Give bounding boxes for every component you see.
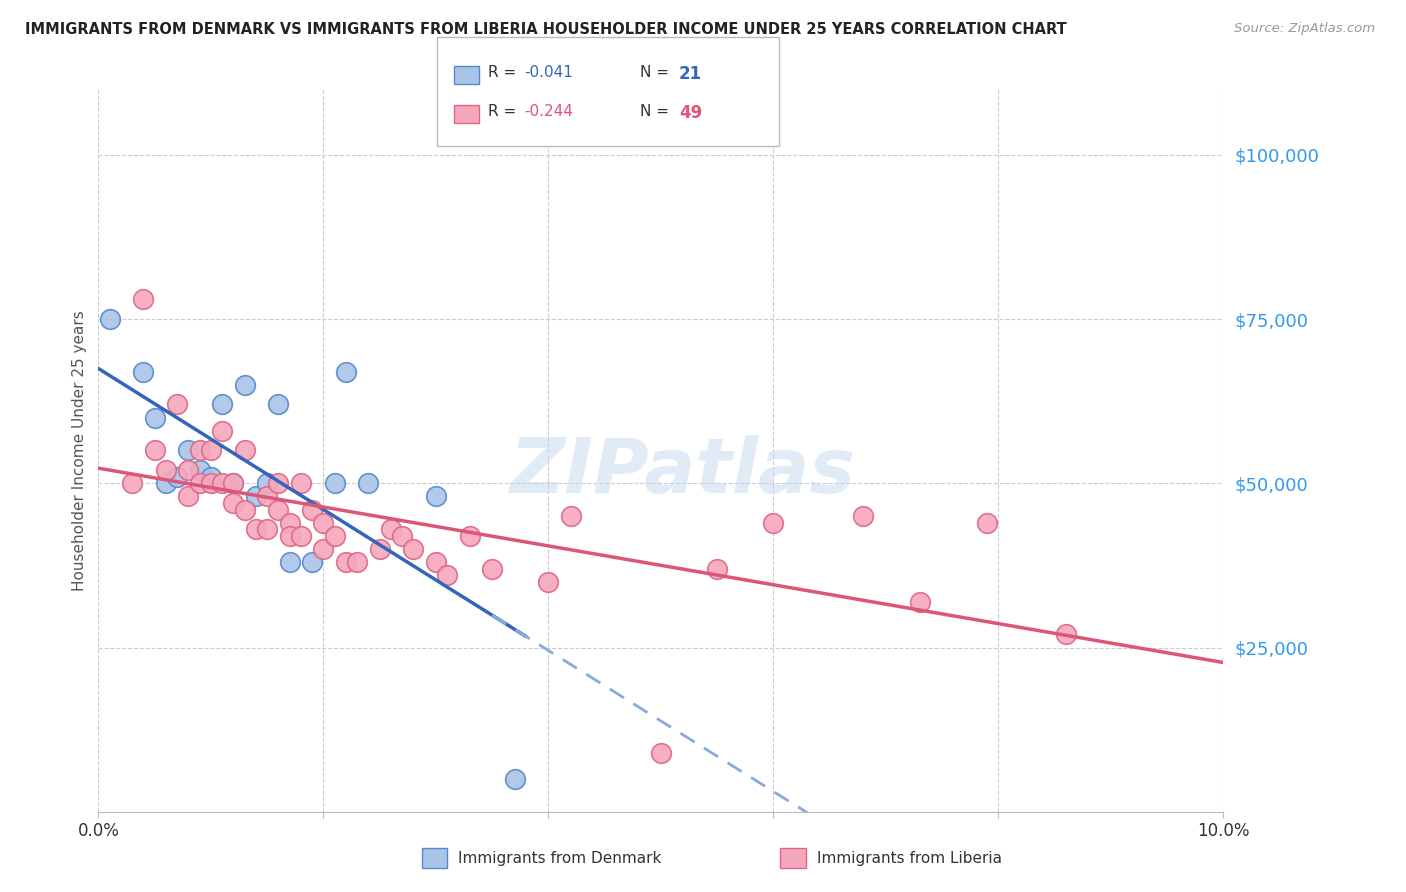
Point: [357, 476, 380, 491]
Point: [436, 568, 458, 582]
Point: [200, 443, 222, 458]
Point: [121, 476, 143, 491]
Point: [233, 502, 256, 516]
Point: [267, 476, 290, 491]
Point: [650, 746, 672, 760]
Point: [312, 541, 335, 556]
Point: [380, 522, 402, 536]
Point: [177, 443, 200, 458]
Point: [256, 476, 278, 491]
Point: [278, 555, 301, 569]
Point: [222, 476, 245, 491]
Text: ZIPatlas: ZIPatlas: [510, 435, 856, 509]
Point: [132, 293, 155, 307]
Point: [301, 555, 323, 569]
Point: [335, 365, 357, 379]
Text: IMMIGRANTS FROM DENMARK VS IMMIGRANTS FROM LIBERIA HOUSEHOLDER INCOME UNDER 25 Y: IMMIGRANTS FROM DENMARK VS IMMIGRANTS FR…: [25, 22, 1067, 37]
Point: [245, 522, 267, 536]
Point: [267, 397, 290, 411]
Point: [222, 476, 245, 491]
Point: [155, 463, 177, 477]
Point: [323, 529, 346, 543]
Text: -0.244: -0.244: [524, 104, 574, 120]
Point: [222, 496, 245, 510]
Point: [402, 541, 425, 556]
Point: [177, 463, 200, 477]
Text: -0.041: -0.041: [524, 65, 574, 80]
Point: [278, 516, 301, 530]
Point: [762, 516, 785, 530]
Text: Immigrants from Denmark: Immigrants from Denmark: [458, 851, 662, 865]
Point: [233, 377, 256, 392]
Point: [908, 594, 931, 608]
Text: Source: ZipAtlas.com: Source: ZipAtlas.com: [1234, 22, 1375, 36]
Point: [503, 772, 526, 786]
Point: [256, 490, 278, 504]
Point: [233, 443, 256, 458]
Text: 49: 49: [679, 104, 703, 122]
Point: [256, 522, 278, 536]
Point: [425, 555, 447, 569]
Point: [98, 312, 121, 326]
Point: [245, 490, 267, 504]
Point: [560, 509, 582, 524]
Point: [481, 562, 503, 576]
Point: [290, 476, 312, 491]
Text: 21: 21: [679, 65, 702, 83]
Point: [278, 529, 301, 543]
Text: Immigrants from Liberia: Immigrants from Liberia: [817, 851, 1002, 865]
Point: [211, 397, 233, 411]
Point: [976, 516, 998, 530]
Point: [143, 410, 166, 425]
Point: [188, 463, 211, 477]
Point: [166, 397, 188, 411]
Point: [323, 476, 346, 491]
Text: R =: R =: [488, 65, 522, 80]
Point: [346, 555, 368, 569]
Text: R =: R =: [488, 104, 522, 120]
Text: N =: N =: [640, 65, 673, 80]
Point: [706, 562, 728, 576]
Text: N =: N =: [640, 104, 673, 120]
Point: [177, 490, 200, 504]
Point: [188, 476, 211, 491]
Y-axis label: Householder Income Under 25 years: Householder Income Under 25 years: [72, 310, 87, 591]
Point: [335, 555, 357, 569]
Point: [143, 443, 166, 458]
Point: [200, 476, 222, 491]
Point: [290, 529, 312, 543]
Point: [188, 443, 211, 458]
Point: [391, 529, 413, 543]
Point: [132, 365, 155, 379]
Point: [155, 476, 177, 491]
Point: [211, 476, 233, 491]
Point: [312, 516, 335, 530]
Point: [458, 529, 481, 543]
Point: [267, 502, 290, 516]
Point: [368, 541, 391, 556]
Point: [1054, 627, 1077, 641]
Point: [211, 424, 233, 438]
Point: [200, 469, 222, 483]
Point: [852, 509, 875, 524]
Point: [166, 469, 188, 483]
Point: [301, 502, 323, 516]
Point: [425, 490, 447, 504]
Point: [537, 574, 560, 589]
